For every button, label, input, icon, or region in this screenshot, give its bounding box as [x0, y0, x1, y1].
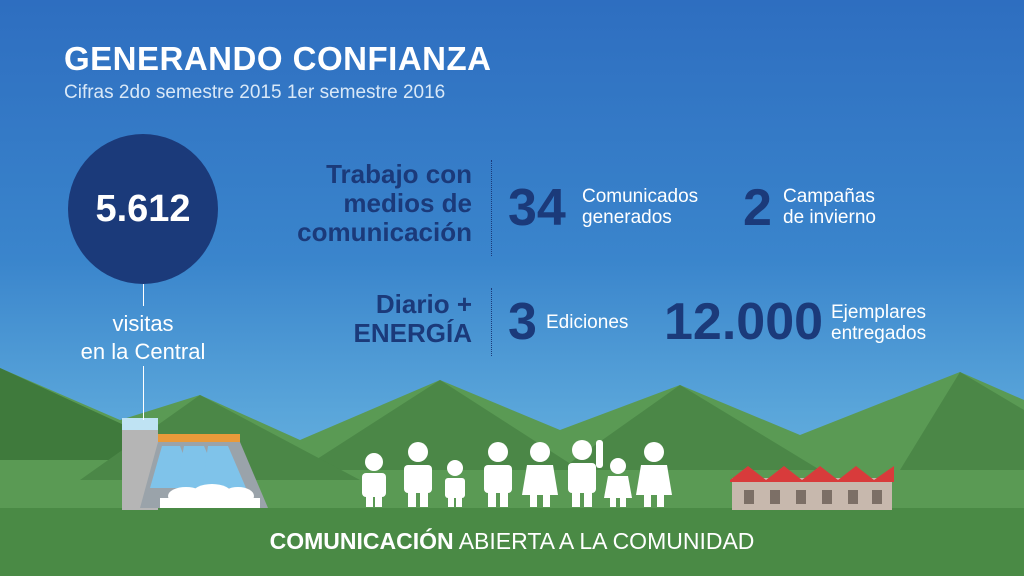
copies-label: Ejemplares entregados: [831, 302, 926, 344]
newspaper-label-line1: Diario +: [375, 289, 472, 319]
editions-label: Ediciones: [546, 312, 629, 333]
visits-label: visitas en la Central: [50, 310, 236, 366]
connector-line-lower: [143, 366, 144, 420]
copies-label-line1: Ejemplares: [831, 302, 927, 323]
footer-tagline: COMUNICACIÓN ABIERTA A LA COMUNIDAD: [0, 528, 1024, 555]
visits-label-line2: en la Central: [80, 339, 206, 364]
footer-bold-text: COMUNICACIÓN: [269, 528, 454, 554]
press-releases-label-line1: Comunicados: [582, 186, 699, 207]
footer-rest-text: ABIERTA A LA COMUNIDAD: [458, 528, 755, 554]
campaigns-label: Campañas de invierno: [783, 186, 876, 228]
newspaper-label: Diario + ENERGÍA: [354, 290, 472, 348]
row1-divider: [491, 160, 492, 256]
media-work-label-line2: medios de: [343, 188, 472, 218]
visits-label-line1: visitas: [112, 311, 174, 336]
campaigns-label-line1: Campañas: [783, 186, 875, 207]
page-subtitle: Cifras 2do semestre 2015 1er semestre 20…: [64, 82, 446, 103]
visits-value: 5.612: [95, 187, 191, 230]
media-work-label-line3: comunicación: [297, 217, 472, 247]
press-releases-label: Comunicados generados: [582, 186, 698, 228]
copies-label-line2: entregados: [831, 323, 927, 344]
visits-circle: 5.612: [68, 134, 218, 284]
page-title: GENERANDO CONFIANZA: [64, 40, 492, 77]
press-releases-count: 34: [508, 179, 566, 237]
connector-line: [143, 284, 144, 306]
media-work-label-line1: Trabajo con: [326, 159, 472, 189]
editions-count: 3: [508, 293, 537, 351]
press-releases-label-line2: generados: [582, 207, 672, 228]
ground-strip: [0, 508, 1024, 576]
row2-divider: [491, 288, 492, 356]
campaigns-count: 2: [743, 179, 772, 237]
media-work-label: Trabajo con medios de comunicación: [297, 160, 472, 247]
newspaper-label-line2: ENERGÍA: [353, 318, 472, 348]
campaigns-label-line2: de invierno: [783, 207, 876, 228]
copies-count: 12.000: [664, 293, 824, 351]
